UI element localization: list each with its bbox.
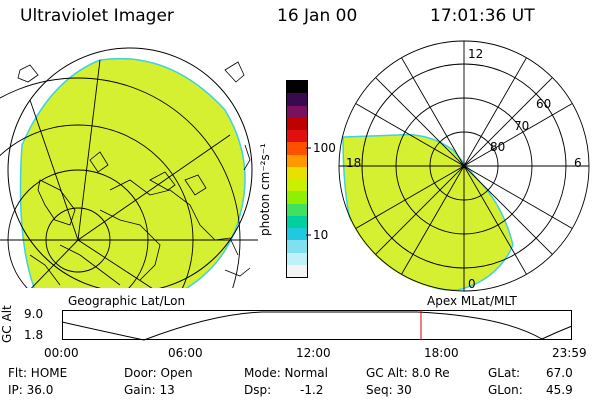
colorbar-swatch: [287, 228, 307, 241]
x-tick-0600: 06:00: [168, 346, 203, 360]
mlat-label-70: 70: [514, 119, 529, 133]
info-gain: Gain: 13: [124, 383, 175, 397]
x-tick-1200: 12:00: [296, 346, 331, 360]
y-tick-9: 9.0: [24, 307, 44, 321]
colorbar: [286, 80, 308, 278]
colorbar-swatch: [287, 117, 307, 130]
colorbar-swatch: [287, 81, 307, 94]
mlat-label-80: 80: [490, 140, 505, 154]
geographic-map: [0, 47, 258, 288]
x-tick-1800: 18:00: [424, 346, 459, 360]
x-tick-0000: 00:00: [44, 346, 79, 360]
info-mode: Mode: Normal: [244, 366, 328, 380]
x-tick-2359: 23:59: [552, 346, 587, 360]
colorbar-swatch: [287, 215, 307, 228]
info-door: Door: Open: [124, 366, 193, 380]
instrument-title: Ultraviolet Imager: [20, 6, 174, 26]
info-dsp-value: -1.2: [300, 383, 324, 397]
colorbar-swatch: [287, 130, 307, 143]
time-label: 17:01:36 UT: [430, 6, 535, 26]
colorbar-swatch: [287, 264, 307, 277]
info-glat-value: 67.0: [546, 366, 573, 380]
altitude-plot: [62, 310, 573, 341]
colorbar-swatch: [287, 142, 307, 155]
mlat-label-60: 60: [536, 97, 551, 111]
colorbar-swatch: [287, 179, 307, 192]
colorbar-swatch: [287, 252, 307, 265]
altitude-plot-frame: [62, 310, 572, 340]
gc-alt-axis-label: GC Alt: [0, 305, 14, 343]
colorbar-ticks: [306, 147, 311, 236]
geographic-label: Geographic Lat/Lon: [68, 294, 186, 308]
apex-label: Apex MLat/MLT: [427, 294, 517, 308]
info-dsp: Dsp:: [244, 383, 272, 397]
colorbar-swatch: [287, 240, 307, 253]
y-tick-1-8: 1.8: [24, 328, 44, 342]
mlt-label-6: 6: [574, 156, 582, 170]
info-glat: GLat:: [488, 366, 521, 380]
mlt-label-18: 18: [346, 156, 361, 170]
info-seq: Seq: 30: [366, 383, 412, 397]
colorbar-swatch: [287, 191, 307, 204]
mlt-label-12: 12: [468, 47, 483, 61]
info-glon: GLon:: [488, 383, 523, 397]
info-ip: IP: 36.0: [8, 383, 54, 397]
geo-aurora-image: [19, 57, 246, 288]
apex-polar-plot: 12 18 6 0 60 70 80: [338, 40, 590, 292]
colorbar-tick-10: 10: [313, 228, 329, 242]
mlt-lines: [339, 41, 589, 291]
info-glon-value: 45.9: [546, 383, 573, 397]
colorbar-swatch: [287, 203, 307, 216]
date-label: 16 Jan 00: [277, 6, 358, 26]
altitude-curve: [62, 311, 573, 341]
colorbar-tick-100: 100: [313, 141, 336, 155]
info-flt: Flt: HOME: [8, 366, 68, 380]
colorbar-swatch: [287, 93, 307, 106]
apex-aurora-image: [342, 133, 514, 291]
earth-limb: [7, 47, 253, 288]
colorbar-swatch: [287, 105, 307, 118]
info-gc-alt: GC Alt: 8.0 Re: [366, 366, 450, 380]
coastlines: [17, 61, 251, 286]
colorbar-unit-label: photon cm⁻²s⁻¹: [258, 143, 272, 236]
colorbar-swatch: [287, 154, 307, 167]
mlt-label-0: 0: [468, 277, 476, 291]
colorbar-swatch: [287, 166, 307, 179]
